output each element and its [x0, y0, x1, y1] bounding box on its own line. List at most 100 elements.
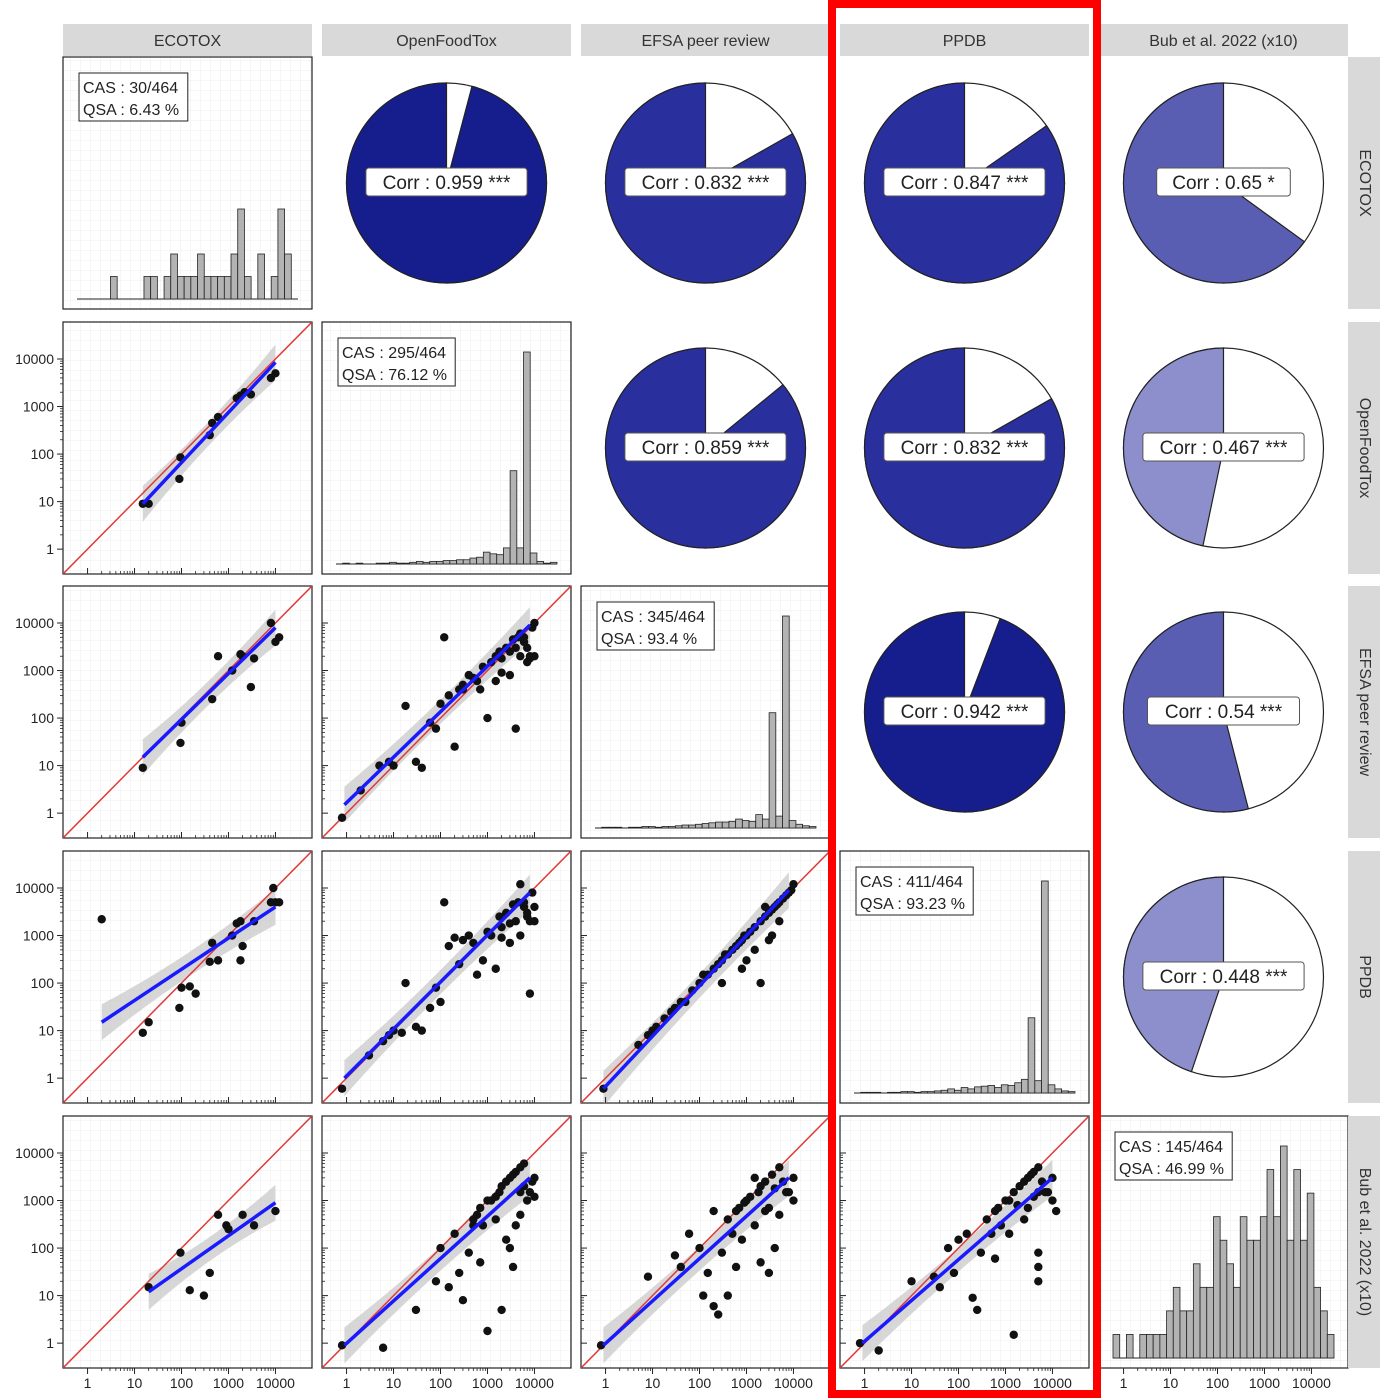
histogram-bar [1186, 1310, 1194, 1359]
panel-border [839, 850, 1090, 1104]
inner-x-ticks-1-0 [87, 568, 276, 574]
histogram-bar [503, 547, 511, 565]
histogram-bar [1047, 1084, 1056, 1094]
histogram-bar [1054, 1088, 1063, 1094]
data-point [444, 941, 453, 951]
fit-line [861, 1176, 1054, 1345]
y-tick-label: 10 [38, 1023, 54, 1039]
y-tick-label: 10 [38, 494, 54, 510]
scatter-plot-area [63, 1116, 312, 1368]
inner-y-ticks-4-1 [322, 1152, 328, 1344]
y-axis-row-2: 1 10 100 1000 10000 [15, 615, 63, 821]
info-box [1114, 1131, 1233, 1181]
y-tick-label: 10 [38, 1288, 54, 1304]
data-point [949, 1268, 959, 1278]
data-point [522, 1196, 532, 1205]
column-strip-bub-et-al-2022-x10: Bub et al. 2022 (x10) [1099, 24, 1348, 56]
pie-label-box [883, 432, 1046, 462]
data-point [236, 917, 245, 926]
histogram-bar [1041, 880, 1049, 1094]
histogram-bar [768, 712, 777, 829]
data-point [962, 1229, 971, 1238]
data-point [943, 1243, 953, 1253]
ppdb-highlight-box [828, 0, 1101, 1398]
histogram-bar [900, 1091, 908, 1094]
histogram-bar [1219, 1239, 1228, 1359]
fit-line [343, 623, 532, 807]
histogram-bar [402, 562, 411, 565]
data-point [236, 956, 245, 965]
pie-label: Corr : 0.65 * [1172, 173, 1275, 194]
histogram-efsa-peer-review: CAS : 345/464 QSA : 93.4 % [580, 585, 831, 839]
histogram-bar [163, 276, 172, 300]
histogram-bar [802, 825, 810, 829]
corr-pie-ecotox-bub-et-al-2022-x10: Corr : 0.65 * [1122, 82, 1325, 284]
data-point [731, 1262, 741, 1272]
corr-pie-ecotox-efsa-peer-review: Corr : 0.832 *** [604, 82, 807, 284]
histogram-bar [987, 1085, 996, 1094]
histogram-bar [648, 826, 656, 829]
x-tick-label: 10000 [515, 1375, 554, 1391]
data-point [670, 1251, 680, 1260]
data-point [1023, 1203, 1033, 1213]
data-point [458, 935, 468, 945]
histogram-bar [1306, 1192, 1315, 1359]
histogram-bar [788, 820, 797, 829]
data-point [213, 652, 223, 661]
inner-y-ticks-3-1 [322, 887, 328, 1079]
data-point [464, 1248, 473, 1257]
histogram-bar [755, 814, 763, 829]
y-tick-label: 10000 [15, 615, 54, 631]
data-point [144, 1018, 153, 1027]
x-tick-label: 10 [386, 1375, 402, 1391]
y-axis-row-4: 1 10 100 1000 10000 [15, 1145, 63, 1351]
histogram-bar [920, 1091, 929, 1094]
fit-line [147, 1201, 277, 1294]
data-point [1004, 1196, 1014, 1205]
pie-label-box [624, 167, 787, 197]
data-point [431, 724, 441, 733]
histogram-bar [1027, 1017, 1036, 1094]
histogram-bar [170, 253, 178, 300]
data-point [444, 1283, 453, 1292]
data-point [213, 1210, 223, 1220]
data-point [676, 1262, 686, 1272]
x-axis-col-0: 1 10 100 1000 10000 [84, 1368, 295, 1391]
histogram-bar [442, 560, 451, 565]
scatter-bub-et-al-2022-x10-vs-efsa-peer-review [580, 1115, 831, 1369]
y-tick-label: 1000 [23, 663, 54, 679]
y-tick-label: 10000 [15, 1145, 54, 1161]
data-point [205, 957, 214, 967]
column-strip-label: ECOTOX [154, 33, 222, 50]
histogram-bar [516, 547, 524, 565]
panel-border [321, 1115, 572, 1369]
x-tick-label: 1000 [472, 1375, 503, 1391]
pie-label: Corr : 0.448 *** [1160, 967, 1288, 988]
y-tick-label: 100 [31, 710, 55, 726]
scatter-ppdb-vs-efsa-peer-review [580, 850, 831, 1104]
data-point [1043, 1187, 1053, 1197]
histogram-bar [1239, 1216, 1248, 1359]
pie-label: Corr : 0.959 *** [383, 173, 511, 194]
histogram-bar [230, 253, 239, 300]
data-point [185, 982, 194, 991]
data-point [389, 761, 398, 770]
x-tick-label: 10000 [774, 1375, 813, 1391]
data-point [501, 1235, 511, 1244]
data-point [431, 1277, 441, 1286]
histogram-bar [614, 826, 623, 829]
info-box [855, 866, 974, 916]
histogram-bar [954, 1089, 962, 1094]
histogram-bar [695, 823, 703, 829]
histogram-bar [422, 561, 431, 565]
data-point [397, 1028, 407, 1037]
histogram-bar [748, 820, 757, 829]
pie-label-box [1142, 961, 1305, 991]
data-point [972, 1305, 982, 1315]
inner-y-ticks-4-2 [581, 1152, 587, 1344]
column-strip-label: EFSA peer review [641, 33, 770, 50]
data-point [175, 1003, 184, 1013]
x-tick-label: 100 [1206, 1375, 1230, 1391]
histogram-bar [449, 560, 457, 565]
data-point [246, 682, 256, 692]
